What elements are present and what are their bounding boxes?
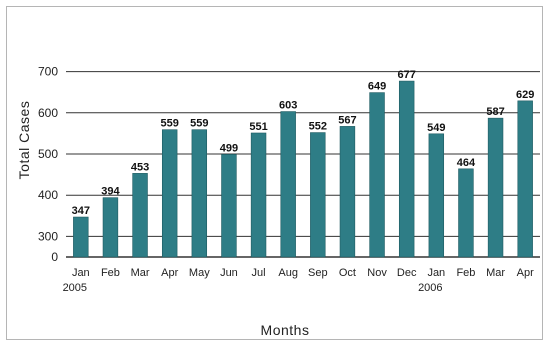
data-label: 551 [249,121,267,133]
y-tick-label: 500 [38,147,58,161]
bar [161,129,178,258]
x-axis-title: Months [261,322,310,338]
data-label: 549 [427,122,445,134]
x-tick-label: Jan [72,267,90,279]
y-tick-label: 400 [38,188,58,202]
x-tick-label: Nov [367,267,387,279]
bar [398,80,415,258]
data-label: 394 [101,186,120,198]
x-tick-label: May [189,267,210,279]
bar [221,154,237,258]
bar [132,173,148,258]
x-tick-label: Jul [252,267,266,279]
data-label: 499 [220,142,238,154]
bar [458,168,474,258]
bar [250,132,267,258]
bar [428,133,445,258]
data-label: 453 [131,161,149,173]
data-label: 464 [457,157,476,169]
x-tick-label: Jun [220,267,238,279]
bar [102,197,119,258]
x-tick-label: Mar [131,267,150,279]
x-tick-label: Feb [456,267,475,279]
data-label: 552 [309,121,327,133]
data-label: 587 [486,106,504,118]
bar [73,216,89,258]
y-tick-label: 0 [51,250,58,264]
x-tick-label: Jan [427,267,445,279]
bar [487,117,504,258]
x-tick-label: Apr [517,267,534,279]
year-label: 2005 [63,282,87,294]
data-label: 567 [338,114,356,126]
data-label: 629 [516,89,534,101]
y-axis-title: Total Cases [16,101,32,180]
data-label: 559 [161,118,179,130]
data-label: 603 [279,100,297,112]
chart-frame [6,6,543,340]
bar [369,92,385,258]
x-tick-label: Apr [161,267,178,279]
x-tick-label: Aug [278,267,298,279]
data-label: 649 [368,81,386,93]
x-tick-label: Dec [397,267,417,279]
y-tick-label: 700 [38,65,58,79]
year-label: 2006 [418,282,442,294]
y-tick-label: 300 [38,229,58,243]
bar [280,111,296,258]
data-label: 559 [190,118,208,130]
x-tick-label: Feb [101,267,120,279]
x-tick-label: Mar [486,267,505,279]
y-tick-label: 600 [38,106,58,120]
x-tick-label: Sep [308,267,328,279]
bar [339,126,356,258]
bar [191,129,208,258]
data-label: 347 [72,205,90,217]
bar [517,100,533,258]
data-label: 677 [398,69,416,81]
x-tick-label: Oct [339,267,356,279]
bar [310,132,326,258]
